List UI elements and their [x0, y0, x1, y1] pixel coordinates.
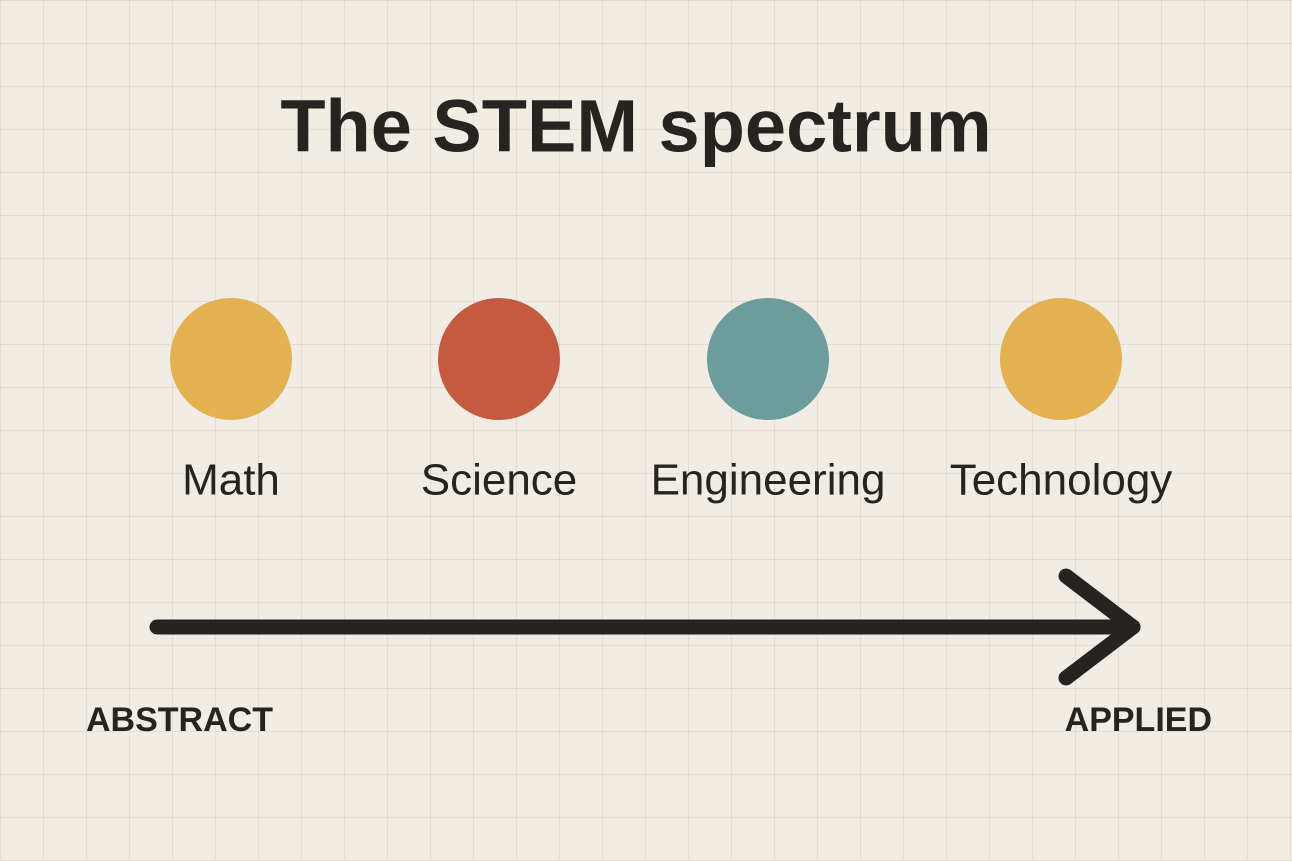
title: The STEM spectrum: [280, 85, 991, 168]
node-label: Math: [182, 456, 280, 505]
node-circle: [1000, 298, 1122, 420]
node-label: Technology: [950, 456, 1173, 505]
node-circle: [707, 298, 829, 420]
arrow-head: [1058, 568, 1141, 686]
node-label: Engineering: [651, 456, 886, 505]
node-circle: [170, 298, 292, 420]
axis-end-label: APPLIED: [1065, 701, 1212, 739]
node-label: Science: [421, 456, 578, 505]
node-circle: [438, 298, 560, 420]
axis-start-label: ABSTRACT: [86, 701, 273, 739]
